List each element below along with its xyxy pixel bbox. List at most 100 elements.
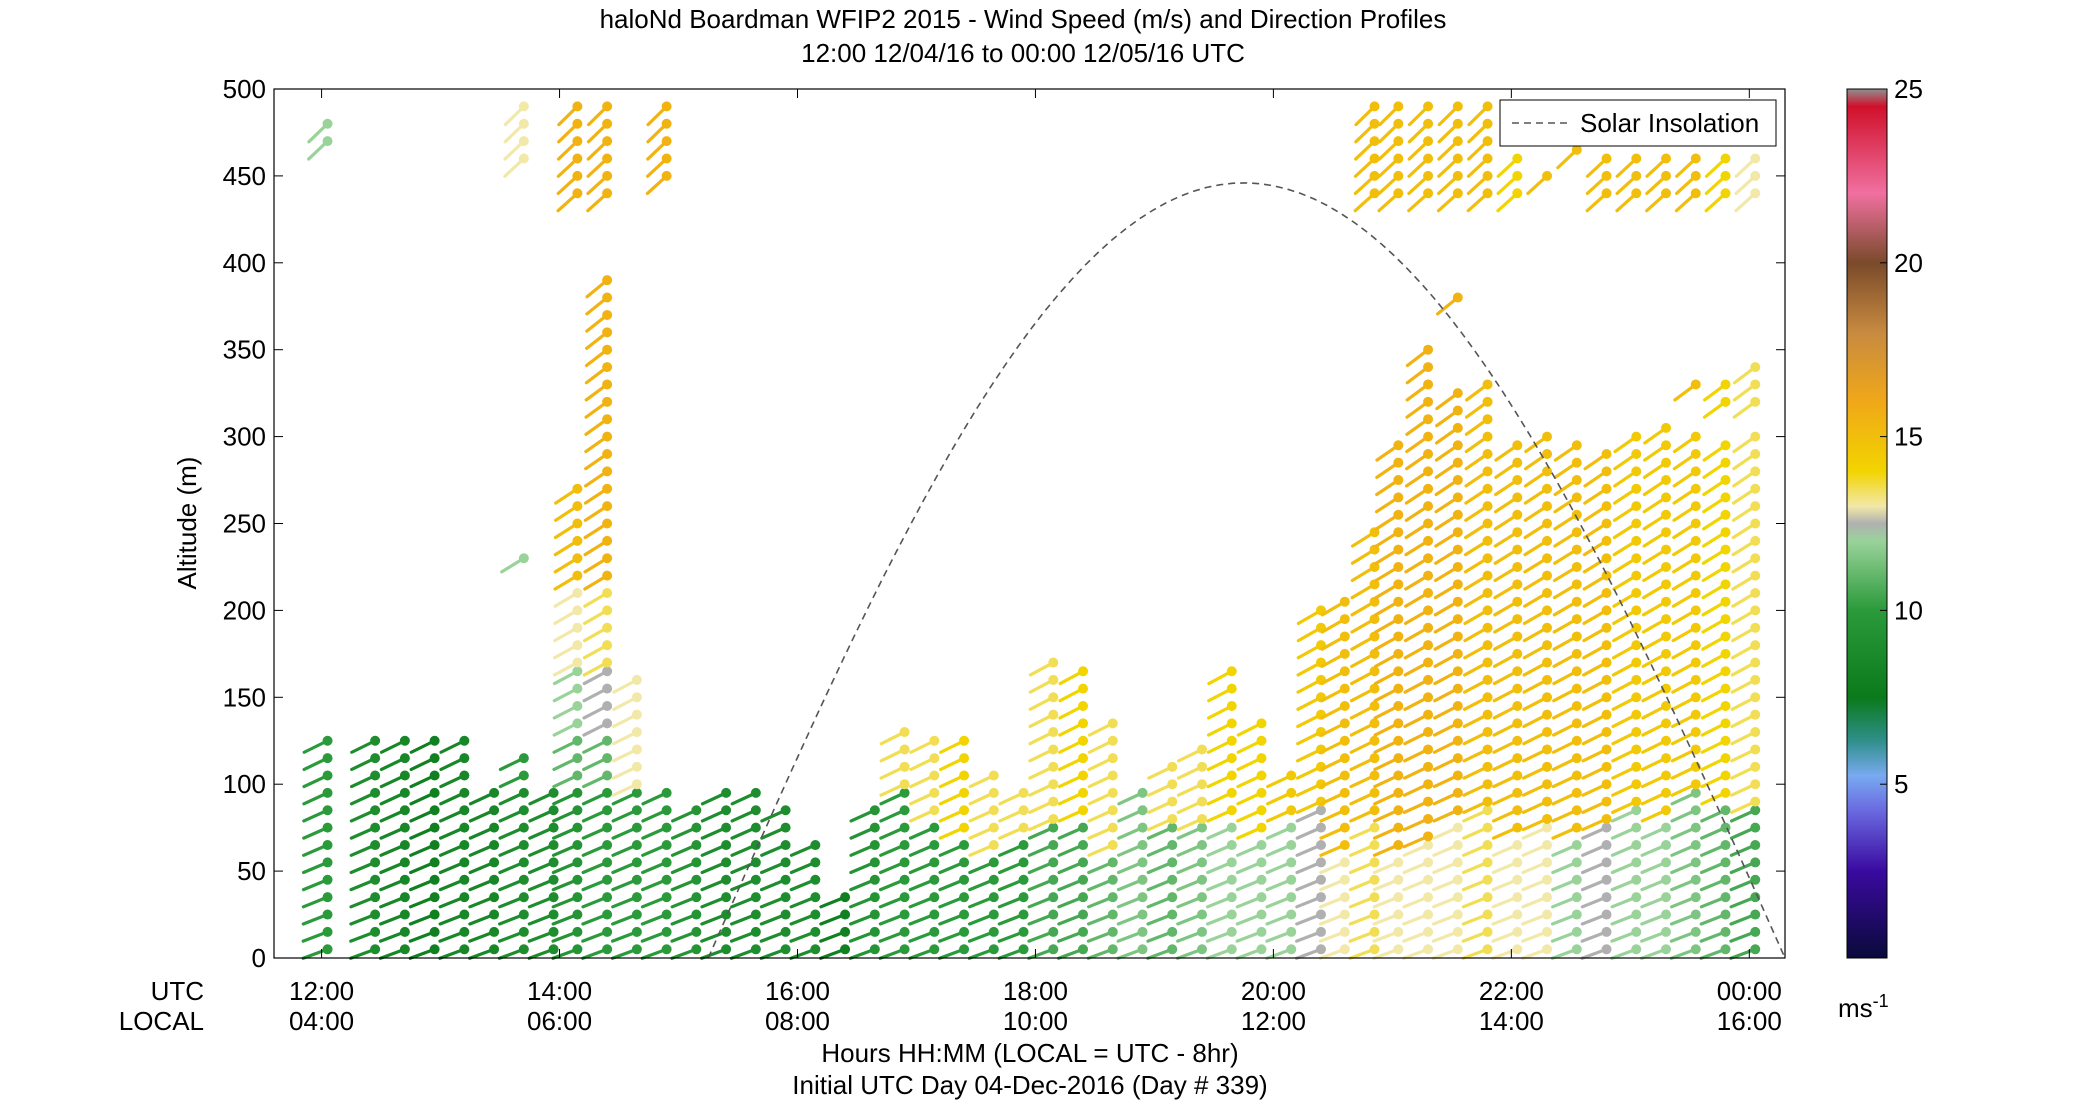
wind-barb-head <box>1452 926 1463 937</box>
wind-barb-head <box>1661 892 1672 903</box>
wind-barb-head <box>1339 822 1350 833</box>
wind-barb-head <box>1661 153 1672 164</box>
wind-barb-head <box>1542 640 1553 651</box>
wind-barb-head <box>631 857 642 868</box>
wind-barb-head <box>429 753 440 764</box>
wind-barb-head <box>1226 822 1237 833</box>
wind-barb-head <box>1423 813 1434 824</box>
wind-barb-head <box>1369 648 1380 659</box>
wind-barb-head <box>1339 631 1350 642</box>
wind-barb-head <box>1750 805 1761 816</box>
wind-barb-head <box>322 874 333 885</box>
wind-barb-head <box>602 822 613 833</box>
colorbar-ticks: 5 10 15 20 25 <box>1880 74 1923 799</box>
wind-barb-head <box>959 753 970 764</box>
wind-barb-head <box>929 892 940 903</box>
wind-barb-head <box>631 944 642 955</box>
wind-barb-head <box>1423 779 1434 790</box>
wind-barb-head <box>1256 926 1267 937</box>
wind-barb-head <box>1482 744 1493 755</box>
wind-barb-head <box>1601 840 1612 851</box>
wind-barb-head <box>988 787 999 798</box>
wind-barb-head <box>1048 892 1059 903</box>
wind-barb-head <box>1197 874 1208 885</box>
wind-barb-head <box>899 787 910 798</box>
wind-barb-head <box>1339 770 1350 781</box>
wind-barb-head <box>1452 909 1463 920</box>
wind-barb-head <box>1720 874 1731 885</box>
wind-barb-head <box>1690 657 1701 668</box>
wind-barb-head <box>1571 857 1582 868</box>
solar-insolation-curve <box>707 182 1786 959</box>
wind-barb-head <box>1750 170 1761 181</box>
wind-barb-head <box>1542 170 1553 181</box>
wind-barb-head <box>1452 388 1463 399</box>
wind-barb-head <box>1423 396 1434 407</box>
wind-barb-head <box>1571 544 1582 555</box>
wind-barb-head <box>1393 805 1404 816</box>
wind-barb-head <box>370 909 381 920</box>
wind-barb-head <box>1107 770 1118 781</box>
wind-barb-head <box>1197 857 1208 868</box>
wind-barb-head <box>429 944 440 955</box>
wind-barb-head <box>602 396 613 407</box>
wind-barb-head <box>1256 840 1267 851</box>
wind-barb-head <box>1423 466 1434 477</box>
wind-barb-head <box>1512 475 1523 486</box>
wind-barb-head <box>1339 666 1350 677</box>
wind-barb-head <box>548 944 559 955</box>
wind-barb-head <box>1393 892 1404 903</box>
wind-barb-head <box>1369 136 1380 147</box>
wind-barb-head <box>1078 683 1089 694</box>
wind-barb-head <box>489 926 500 937</box>
wind-barb-head <box>1482 553 1493 564</box>
wind-barb-head <box>1690 692 1701 703</box>
wind-barb-head <box>1750 483 1761 494</box>
wind-barb-head <box>1750 362 1761 373</box>
wind-barb-head <box>1571 822 1582 833</box>
wind-barb-head <box>1571 509 1582 520</box>
wind-barb-head <box>1452 596 1463 607</box>
x-tick-label-local: 12:00 <box>1241 1006 1306 1036</box>
wind-barb-head <box>1601 822 1612 833</box>
wind-barb-head <box>721 840 732 851</box>
wind-barb-head <box>370 874 381 885</box>
wind-barb-head <box>1423 944 1434 955</box>
wind-barb-head <box>1750 796 1761 807</box>
wind-barb-head <box>1315 926 1326 937</box>
wind-barb-head <box>572 857 583 868</box>
wind-barb-head <box>1369 926 1380 937</box>
wind-barb-head <box>1542 535 1553 546</box>
wind-barb-head <box>572 770 583 781</box>
wind-barb-head <box>1571 892 1582 903</box>
wind-barb-head <box>1339 753 1350 764</box>
wind-barb-head <box>691 944 702 955</box>
wind-barb-head <box>459 822 470 833</box>
x-axis-label: Hours HH:MM (LOCAL = UTC - 8hr) <box>821 1038 1238 1068</box>
wind-barb-head <box>1078 718 1089 729</box>
wind-barb-head <box>1018 892 1029 903</box>
wind-barb-head <box>1720 440 1731 451</box>
wind-barb-head <box>370 944 381 955</box>
wind-barb-head <box>1482 188 1493 199</box>
wind-barb-head <box>1482 101 1493 112</box>
wind-barb-head <box>869 909 880 920</box>
wind-barb-head <box>1226 700 1237 711</box>
wind-barb-head <box>1750 553 1761 564</box>
wind-barb-head <box>1631 431 1642 442</box>
wind-barb-head <box>780 805 791 816</box>
wind-barb-head <box>1512 170 1523 181</box>
wind-barb-head <box>1393 596 1404 607</box>
wind-barb-head <box>322 118 333 129</box>
wind-barb-head <box>1750 431 1761 442</box>
wind-barb-head <box>1631 605 1642 616</box>
wind-barb-head <box>322 909 333 920</box>
wind-barb-head <box>1661 579 1672 590</box>
wind-barb-head <box>399 892 410 903</box>
wind-barb-head <box>1369 770 1380 781</box>
wind-barb-head <box>1339 892 1350 903</box>
wind-barb-head <box>1571 787 1582 798</box>
wind-barb-head <box>1601 761 1612 772</box>
wind-barb-head <box>899 944 910 955</box>
colorbar: 5 10 15 20 25 ms-1 <box>1838 74 1923 1023</box>
